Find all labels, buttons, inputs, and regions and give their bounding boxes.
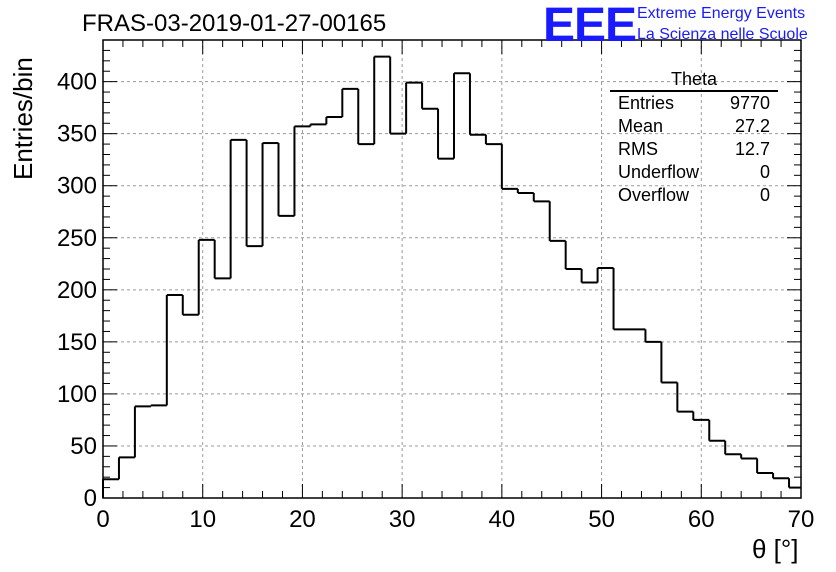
stats-title: Theta [610, 68, 778, 92]
grid-lines [103, 40, 801, 498]
y-tick-label: 0 [84, 485, 97, 512]
stats-value: 27.2 [734, 116, 770, 136]
chart-title: FRAS-03-2019-01-27-00165 [82, 10, 387, 37]
x-tick-label: 10 [189, 506, 216, 533]
y-axis-label: Entries/bin [8, 57, 38, 180]
stats-label: RMS [618, 139, 658, 159]
x-tick-label: 40 [489, 506, 516, 533]
y-tick-label: 250 [57, 225, 97, 252]
y-tick-label: 150 [57, 329, 97, 356]
stats-label: Entries [618, 93, 675, 113]
x-tick-label: 20 [289, 506, 316, 533]
stats-row-underflow: Underflow 0 [610, 161, 778, 184]
logo-mark: EEE [543, 0, 637, 52]
y-tick-label: 100 [57, 381, 97, 408]
stats-label: Underflow [618, 162, 700, 182]
stats-value: 0 [759, 185, 770, 205]
stats-row-mean: Mean 27.2 [610, 115, 778, 138]
axis-ticks [102, 39, 802, 499]
stats-value: 0 [759, 162, 770, 182]
x-tick-label: 60 [688, 506, 715, 533]
x-tick-label: 70 [788, 506, 815, 533]
axis-tick-labels: 0 10 20 30 40 50 60 70 0 50 100 150 200 250 300 350 400 [57, 69, 814, 533]
y-tick-label: 50 [70, 433, 97, 460]
x-tick-label: 30 [389, 506, 416, 533]
y-tick-label: 300 [57, 173, 97, 200]
stats-row-overflow: Overflow 0 [610, 184, 778, 207]
stats-row-entries: Entries 9770 [610, 92, 778, 115]
y-tick-label: 400 [57, 69, 97, 96]
histogram-series [102, 55, 801, 498]
logo-line-2: La Scienza nelle Scuole [637, 26, 808, 43]
x-tick-label: 50 [588, 506, 615, 533]
y-tick-label: 350 [57, 121, 97, 148]
y-tick-label: 200 [57, 277, 97, 304]
stats-label: Mean [618, 116, 664, 136]
stats-value: 12.7 [734, 139, 770, 159]
stats-box: Theta Entries 9770 Mean 27.2 RMS 12.7 Un… [610, 68, 778, 207]
x-axis-label: θ [°] [752, 534, 799, 564]
stats-label: Overflow [618, 185, 690, 205]
x-tick-label: 0 [96, 506, 109, 533]
logo-line-1: Extreme Energy Events [637, 5, 806, 22]
stats-value: 9770 [729, 93, 770, 113]
stats-row-rms: RMS 12.7 [610, 138, 778, 161]
